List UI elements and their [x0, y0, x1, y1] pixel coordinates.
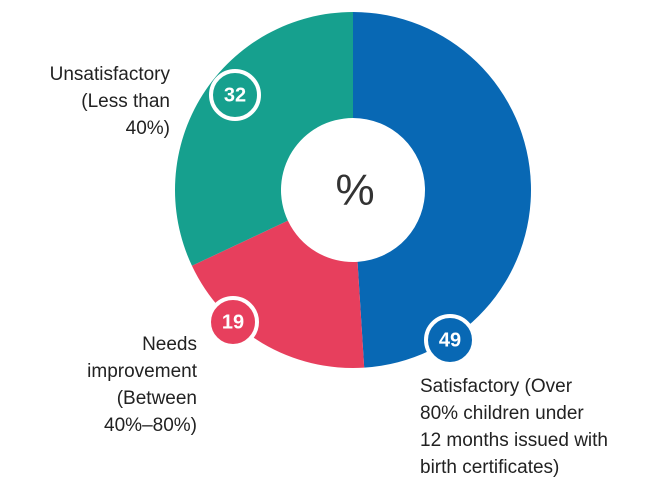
slices [174, 12, 531, 368]
value-badge [207, 296, 259, 348]
slice [191, 220, 365, 368]
category-label: Unsatisfactory (Less than 40%) [49, 64, 170, 139]
value-label: 32 [224, 84, 246, 106]
value-label: 49 [439, 329, 461, 351]
category-label: Needs improvement (Between 40%–80%) [87, 334, 197, 436]
value-label: 19 [222, 311, 244, 333]
center-label: % [335, 166, 374, 215]
slice [174, 12, 353, 266]
badges: 49 19 32 [207, 69, 476, 366]
slice [353, 12, 531, 368]
category-label: Satisfactory (Over 80% children under 12… [420, 376, 608, 478]
value-badge [424, 314, 476, 366]
value-badge [209, 69, 261, 121]
